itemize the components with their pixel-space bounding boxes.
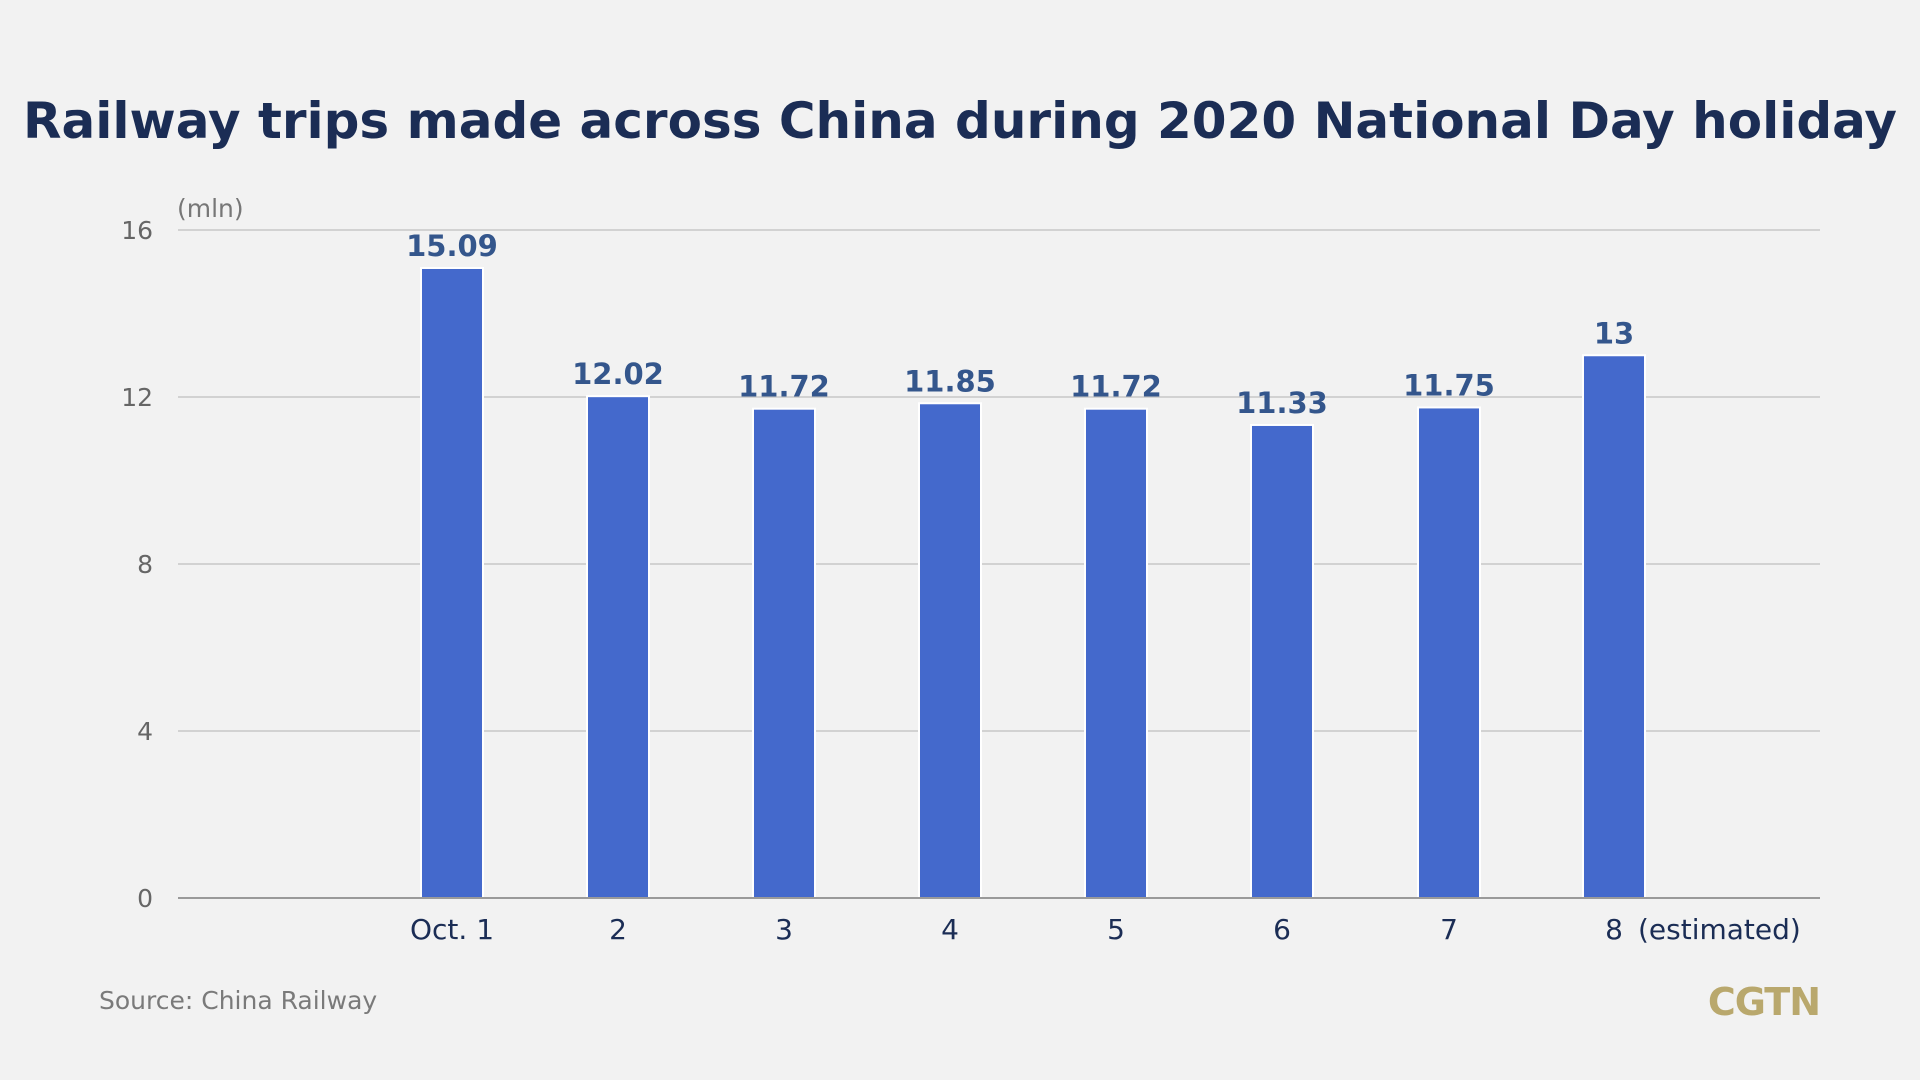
value-label: 13: [1594, 316, 1634, 350]
value-labels: 15.09 12.02 11.72 11.85 11.72 11.33 11.75 13: [406, 229, 1634, 420]
x-tick-label: 5: [1107, 913, 1125, 946]
bar: [1582, 354, 1646, 899]
x-tick-label: Oct. 1: [410, 913, 494, 946]
bars: [420, 266, 1646, 899]
value-label: 11.72: [738, 370, 830, 404]
source-note: Source: China Railway: [99, 986, 378, 1015]
value-label: 15.09: [406, 229, 498, 263]
y-axis-unit-label: (mln): [177, 194, 244, 223]
category-note: (estimated): [1638, 913, 1801, 946]
bar: [1084, 407, 1148, 899]
y-tick-label: 12: [121, 383, 153, 412]
x-tick-label: 6: [1273, 913, 1291, 946]
bar: [1417, 406, 1481, 899]
value-label: 11.85: [904, 364, 996, 398]
value-label: 12.02: [572, 357, 664, 391]
y-tick-label: 8: [137, 550, 153, 579]
x-tick-label: 7: [1440, 913, 1458, 946]
y-tick-label: 0: [137, 884, 153, 913]
value-label: 11.75: [1403, 368, 1495, 402]
value-label: 11.72: [1070, 370, 1162, 404]
bar: [752, 407, 816, 899]
x-axis-ticks: Oct. 1 2 3 4 5 6 7 8: [410, 913, 1623, 946]
y-tick-label: 16: [121, 216, 153, 245]
x-tick-label: 2: [609, 913, 627, 946]
bar: [918, 402, 982, 899]
cgtn-logo: CGTN: [1707, 980, 1821, 1024]
bar: [420, 266, 484, 899]
x-tick-label: 3: [775, 913, 793, 946]
x-tick-label: 8: [1605, 913, 1623, 946]
y-tick-label: 4: [137, 717, 153, 746]
chart-title: Railway trips made across China during 2…: [23, 92, 1897, 150]
y-axis-ticks: 0 4 8 12 16: [121, 216, 153, 913]
bar: [1250, 423, 1314, 899]
bar: [586, 395, 650, 899]
x-tick-label: 4: [941, 913, 959, 946]
value-label: 11.33: [1236, 386, 1328, 420]
